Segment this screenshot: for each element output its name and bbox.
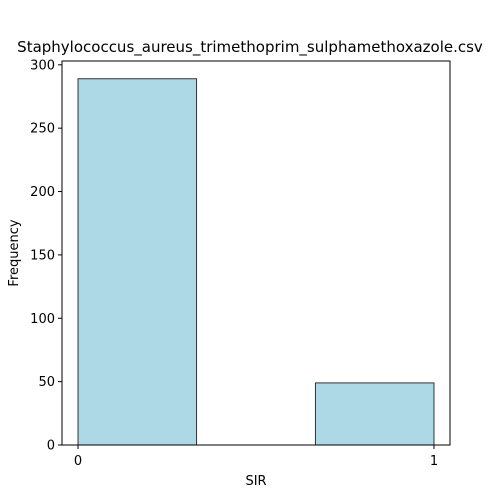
y-tick-label: 150 [30,248,55,263]
x-tick-label: 0 [74,454,82,469]
y-tick-label: 100 [30,312,55,327]
histogram-bar-0 [77,78,198,446]
x-tick-label: 1 [430,454,438,469]
chart-title: Staphylococcus_aureus_trimethoprim_sulph… [17,38,483,57]
y-tick-label: 200 [30,185,55,200]
x-axis-label: SIR [245,474,266,489]
y-axis-label: Frequency [7,219,22,286]
plot-area-frame [61,60,451,446]
y-tick-label: 0 [47,439,55,454]
y-tick-label: 300 [30,58,55,73]
histogram-bar-1 [314,382,435,446]
y-tick-label: 50 [38,375,55,390]
y-tick-label: 250 [30,122,55,137]
